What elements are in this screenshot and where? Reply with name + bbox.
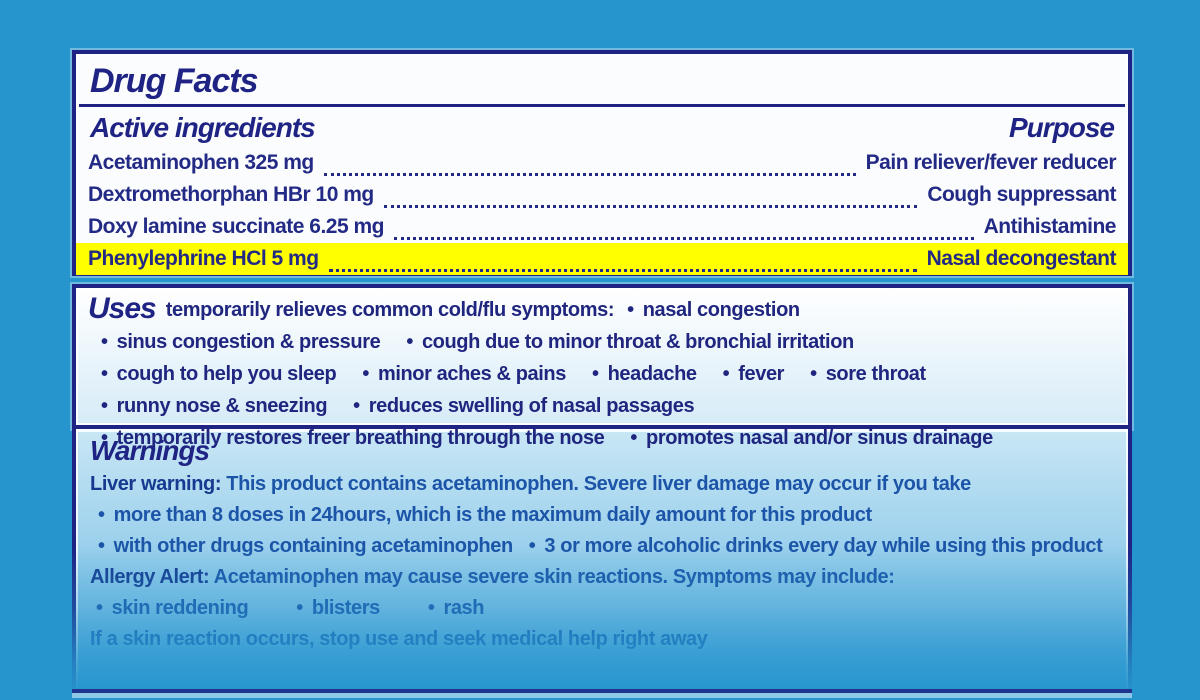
liver-warning-items: • more than 8 doses in 24hours, which is … <box>76 500 1128 562</box>
bullet-item: • rash <box>427 597 485 619</box>
bullet-icon: • <box>101 427 108 449</box>
allergy-alert-label: Allergy Alert: <box>90 566 210 588</box>
uses-panel: Uses temporarily relieves common cold/flu… <box>72 284 1132 449</box>
ingredient-row: Doxy lamine succinate 6.25 mg Antihistami… <box>76 211 1128 243</box>
skin-reaction-note: If a skin reaction occurs, stop use and … <box>90 628 708 650</box>
allergy-symptom-items: • skin reddening • blisters • rash <box>76 593 1128 624</box>
bullet-item: • runny nose & sneezing <box>101 395 328 417</box>
ingredient-purpose: Antihistamine <box>983 215 1117 238</box>
bullet-item: • sinus congestion & pressure <box>101 331 381 353</box>
liver-warning-label: Liver warning: <box>90 473 222 495</box>
bullet-icon: • <box>96 597 103 619</box>
uses-heading: Uses <box>88 292 157 325</box>
bullet-item: • 3 or more alcoholic drinks every day wh… <box>528 535 1103 557</box>
bullet-icon: • <box>627 299 634 321</box>
bullet-icon: • <box>630 427 638 449</box>
ingredient-name: Phenylephrine HCl 5 mg <box>88 247 319 270</box>
ingredient-row: Dextromethorphan HBr 10 mg Cough suppress… <box>76 179 1128 211</box>
bullet-item: • sore throat <box>810 363 926 385</box>
bullet-item: • minor aches & pains <box>362 363 566 385</box>
ingredient-name: Dextromethorphan HBr 10 mg <box>88 183 374 206</box>
bullet-item: • promotes nasal and/or sinus drainage <box>630 427 993 449</box>
bullet-icon: • <box>296 597 303 619</box>
ingredient-purpose: Pain reliever/fever reducer <box>865 151 1117 174</box>
ingredient-purpose: Nasal decongestant <box>926 247 1117 270</box>
warnings-panel: Warnings Liver warning: This product con… <box>72 429 1132 696</box>
purpose-heading: Purpose <box>1008 112 1115 143</box>
bullet-icon: • <box>101 395 108 417</box>
bullet-icon: • <box>101 363 108 385</box>
drug-facts-title: Drug Facts <box>90 62 259 100</box>
bullet-item: • skin reddening <box>96 597 249 619</box>
panel-gap <box>72 276 1132 284</box>
bullet-item: • cough to help you sleep <box>101 363 337 385</box>
liver-warning-line: Liver warning: This product contains ace… <box>76 469 1128 500</box>
bullet-icon: • <box>98 535 105 557</box>
bullet-icon: • <box>722 363 730 385</box>
allergy-alert-intro: Acetaminophen may cause severe skin reac… <box>213 566 895 588</box>
next-panel-light-edge <box>72 693 1132 698</box>
dotted-leader <box>383 183 918 208</box>
ingredient-row: Phenylephrine HCl 5 mg Nasal decongestant <box>76 243 1128 275</box>
uses-flow: Uses temporarily relieves common cold/flu… <box>76 288 1128 454</box>
bullet-icon: • <box>427 597 435 619</box>
ingredients-list: Acetaminophen 325 mg Pain reliever/fever … <box>76 147 1128 275</box>
bullet-item: • fever <box>722 363 785 385</box>
bullet-icon: • <box>362 363 369 385</box>
bullet-item: • temporarily restores freer breathing th… <box>101 427 605 449</box>
bullet-icon: • <box>353 395 360 417</box>
uses-intro: temporarily relieves common cold/flu sym… <box>165 299 615 321</box>
bullet-icon: • <box>591 363 599 385</box>
ingredient-name: Acetaminophen 325 mg <box>88 151 314 174</box>
bullet-icon: • <box>98 504 105 526</box>
bullet-icon: • <box>528 535 536 557</box>
bullet-item: • blisters <box>296 597 380 619</box>
warnings-heading: Warnings <box>90 435 210 466</box>
dotted-leader <box>393 215 974 240</box>
dotted-leader <box>323 151 856 176</box>
ingredients-header-row: Active ingredients Purpose <box>76 107 1128 147</box>
dotted-leader <box>328 247 917 272</box>
bullet-icon: • <box>101 331 108 353</box>
bullet-item: • headache <box>591 363 697 385</box>
bullet-item: • cough due to minor throat & bronchial i… <box>406 331 854 353</box>
ingredient-purpose: Cough suppressant <box>927 183 1116 206</box>
ingredient-row: Acetaminophen 325 mg Pain reliever/fever … <box>76 147 1128 179</box>
bullet-icon: • <box>810 363 817 385</box>
bullet-item: • with other drugs containing acetaminoph… <box>98 535 513 557</box>
active-ingredients-heading: Active ingredients <box>90 112 316 143</box>
allergy-alert-line: Allergy Alert: Acetaminophen may cause s… <box>76 562 1128 593</box>
ingredient-name: Doxy lamine succinate 6.25 mg <box>88 215 384 238</box>
title-divider <box>79 104 1125 107</box>
active-ingredients-panel: Drug Facts Active ingredients Purpose Ac… <box>72 50 1132 276</box>
liver-warning-intro: This product contains acetaminophen. Sev… <box>226 473 971 495</box>
drug-facts-label: Drug Facts Active ingredients Purpose Ac… <box>72 50 1132 696</box>
bullet-icon: • <box>406 331 413 353</box>
bullet-item: • more than 8 doses in 24hours, which is … <box>98 504 872 526</box>
bullet-item: • reduces swelling of nasal passages <box>353 395 695 417</box>
bullet-item: • nasal congestion <box>627 299 800 321</box>
